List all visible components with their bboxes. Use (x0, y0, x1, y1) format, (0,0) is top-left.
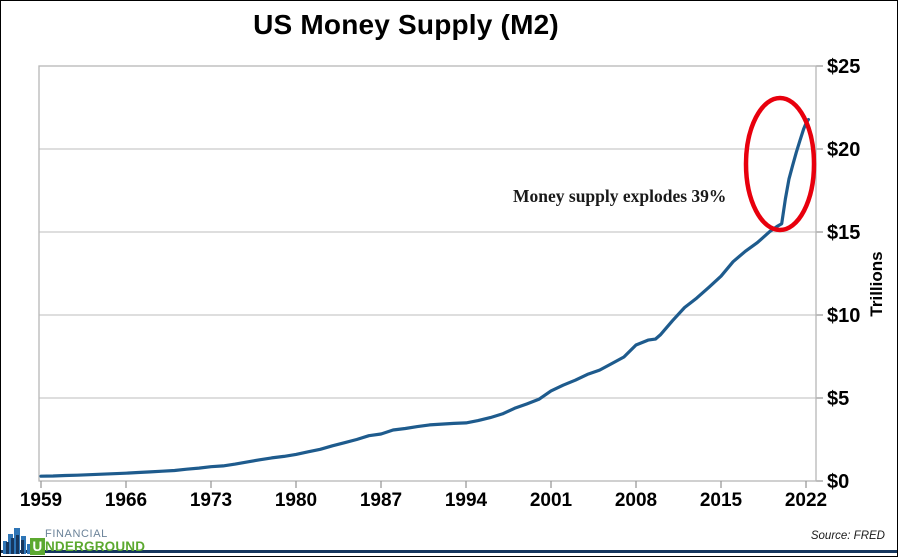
logo-text-underground: UNDERGROUND (32, 539, 146, 554)
annotation-money-supply-explodes: Money supply explodes 39% (513, 186, 727, 206)
y-tick-label: $5 (827, 388, 849, 410)
y-tick-label: $10 (827, 305, 860, 327)
x-tick-label: 2008 (615, 490, 657, 511)
x-tick-label: 2015 (700, 490, 743, 511)
x-tick-label: 1959 (20, 490, 62, 511)
skyline-bars-icon (3, 528, 31, 554)
source-note: Source: FRED (810, 530, 885, 542)
chart-title: US Money Supply (M2) (253, 9, 559, 40)
m2-money-supply-line (39, 117, 811, 478)
y-tick-label: $20 (827, 139, 860, 161)
footer-rule (1, 550, 897, 553)
logo-text-financial: FINANCIAL (45, 528, 108, 540)
y-tick-label: $25 (827, 56, 860, 78)
x-tick-label: 1966 (105, 490, 147, 511)
y-axis-title: Trillions (867, 251, 886, 317)
y-tick-label: $15 (827, 222, 860, 244)
plot-border (38, 65, 817, 482)
x-tick-label: 1973 (190, 490, 232, 511)
x-tick-label: 1987 (360, 490, 402, 511)
x-tick-label: 1994 (445, 490, 488, 511)
x-tick-label: 1980 (275, 490, 317, 511)
x-tick-label: 2001 (530, 490, 573, 511)
x-tick-label: 2022 (785, 490, 827, 511)
y-tick-label: $0 (827, 471, 849, 493)
financial-underground-logo: FINANCIAL UNDERGROUND (3, 525, 173, 556)
spike-highlight-ellipse (743, 95, 817, 233)
